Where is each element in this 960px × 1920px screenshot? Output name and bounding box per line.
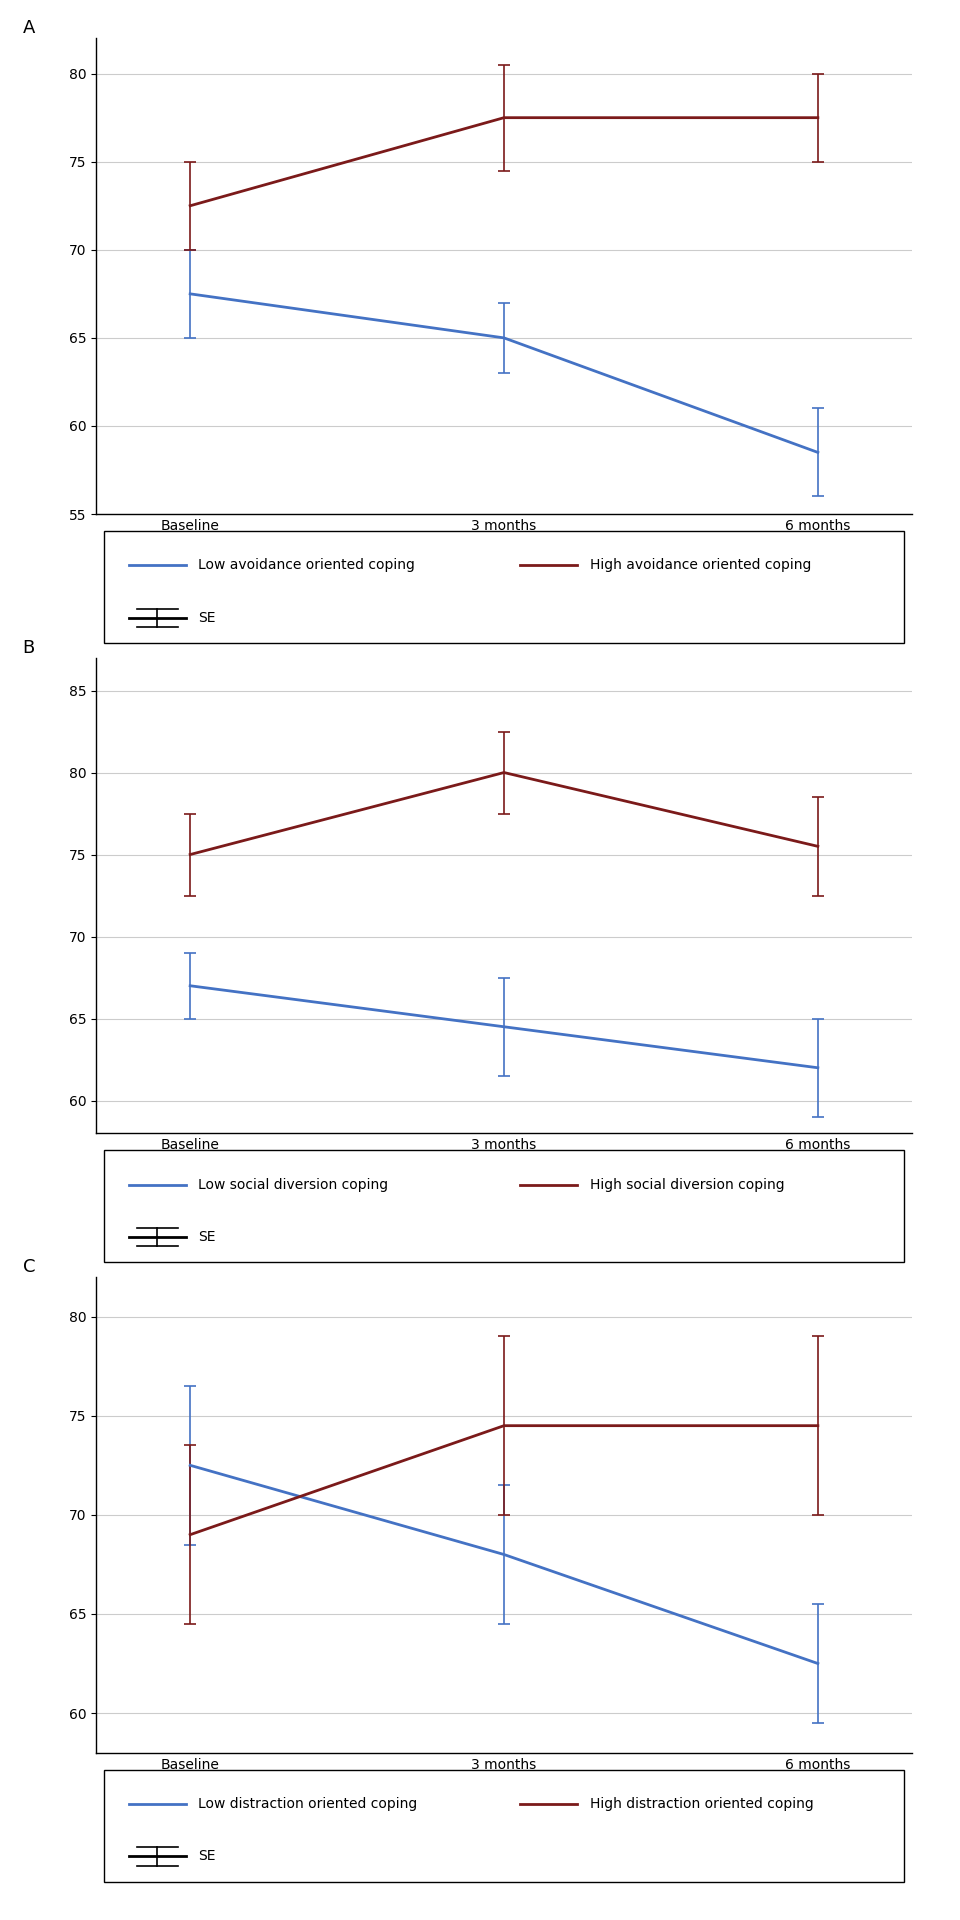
Text: SE: SE (198, 1849, 215, 1864)
Text: High avoidance oriented coping: High avoidance oriented coping (589, 559, 811, 572)
FancyBboxPatch shape (104, 1150, 904, 1261)
Text: High social diversion coping: High social diversion coping (589, 1177, 784, 1192)
Text: SE: SE (198, 611, 215, 624)
Text: B: B (23, 639, 35, 657)
Text: C: C (23, 1258, 36, 1277)
Text: High distraction oriented coping: High distraction oriented coping (589, 1797, 813, 1811)
Text: Low avoidance oriented coping: Low avoidance oriented coping (198, 559, 415, 572)
X-axis label: Time: Time (485, 1778, 523, 1791)
X-axis label: Time: Time (485, 538, 523, 553)
Text: A: A (23, 19, 35, 36)
Text: Low social diversion coping: Low social diversion coping (198, 1177, 388, 1192)
X-axis label: Time: Time (485, 1158, 523, 1173)
Text: Low distraction oriented coping: Low distraction oriented coping (198, 1797, 418, 1811)
Text: SE: SE (198, 1231, 215, 1244)
FancyBboxPatch shape (104, 532, 904, 643)
FancyBboxPatch shape (104, 1770, 904, 1882)
